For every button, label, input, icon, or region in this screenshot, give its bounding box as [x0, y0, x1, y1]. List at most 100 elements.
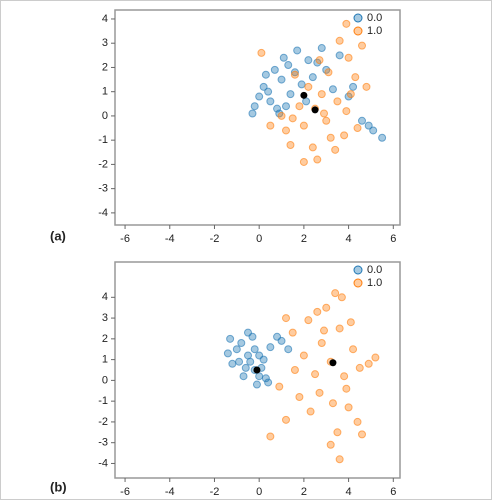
point: [266, 343, 275, 352]
point: [259, 82, 268, 91]
centroid: [300, 91, 308, 99]
point: [313, 155, 322, 164]
panel-label: (b): [50, 479, 67, 494]
point: [299, 351, 308, 360]
point: [335, 324, 344, 333]
point: [237, 339, 246, 347]
centroid: [311, 106, 319, 114]
legend-marker: [353, 265, 363, 275]
point: [371, 353, 380, 362]
x-tick-label: -6: [120, 233, 130, 245]
point: [320, 109, 328, 118]
y-tick-label: -3: [98, 183, 108, 195]
point: [353, 417, 362, 426]
point: [290, 70, 299, 79]
point: [275, 382, 284, 391]
point: [328, 85, 337, 94]
point: [335, 36, 344, 45]
point: [295, 102, 304, 111]
point: [306, 407, 315, 416]
point: [232, 345, 241, 354]
y-tick-label: 3: [102, 37, 108, 49]
y-tick-label: 4: [102, 13, 108, 25]
y-tick-label: -3: [98, 437, 108, 449]
point: [284, 61, 293, 70]
point: [290, 68, 299, 77]
point: [257, 48, 266, 57]
point: [264, 87, 273, 96]
point: [266, 97, 275, 106]
point: [349, 82, 358, 91]
point: [290, 366, 299, 374]
x-tick-label: 2: [301, 486, 307, 498]
point: [362, 82, 371, 91]
point: [248, 109, 257, 118]
point: [264, 378, 273, 387]
plot-area: [114, 261, 401, 479]
point: [351, 73, 360, 82]
point: [235, 357, 244, 366]
x-tick-label: -4: [165, 486, 175, 498]
point: [299, 157, 308, 166]
x-tick-label: 0: [256, 486, 262, 498]
point: [250, 102, 259, 111]
legend-label: 0.0: [367, 12, 382, 24]
point: [358, 430, 366, 439]
point: [223, 349, 232, 358]
y-tick-label: -2: [98, 416, 108, 428]
legend-marker: [353, 13, 363, 23]
point: [282, 314, 290, 323]
point: [270, 65, 279, 74]
point: [342, 384, 351, 393]
x-tick-label: -2: [210, 486, 220, 498]
x-tick-label: 4: [346, 233, 352, 245]
point: [241, 363, 250, 372]
point: [261, 374, 270, 383]
point: [297, 80, 306, 89]
point: [364, 121, 373, 130]
legend-label: 0.0: [367, 264, 382, 276]
point: [340, 372, 349, 381]
point: [335, 51, 344, 60]
legend-marker: [353, 26, 363, 36]
point: [353, 124, 362, 133]
point: [255, 92, 264, 101]
x-tick-label: -6: [120, 486, 130, 498]
y-tick-label: 0: [102, 110, 108, 122]
point: [333, 428, 342, 437]
point: [346, 318, 355, 327]
point: [378, 133, 387, 142]
point: [358, 41, 366, 50]
point: [304, 82, 313, 91]
point: [346, 90, 355, 99]
x-tick-label: -4: [165, 233, 175, 245]
x-tick-label: 0: [256, 233, 262, 245]
point: [317, 90, 326, 99]
point: [349, 345, 358, 354]
point: [326, 440, 335, 449]
point: [246, 357, 255, 366]
point: [317, 339, 326, 347]
point: [308, 143, 317, 152]
point: [326, 133, 335, 142]
x-tick-label: 4: [346, 486, 352, 498]
point: [295, 393, 304, 401]
point: [244, 328, 252, 337]
point: [255, 372, 264, 381]
point: [335, 455, 344, 464]
point: [304, 316, 313, 325]
point: [344, 53, 353, 62]
point: [273, 332, 282, 341]
point: [266, 121, 275, 130]
point: [344, 403, 353, 412]
point: [331, 289, 340, 298]
point: [364, 359, 373, 368]
y-tick-label: 2: [102, 333, 108, 345]
x-tick-label: 6: [390, 486, 396, 498]
x-tick-label: 6: [390, 233, 396, 245]
point: [293, 46, 302, 55]
y-tick-label: -4: [98, 457, 108, 469]
point: [342, 107, 351, 116]
centroid: [253, 366, 261, 374]
